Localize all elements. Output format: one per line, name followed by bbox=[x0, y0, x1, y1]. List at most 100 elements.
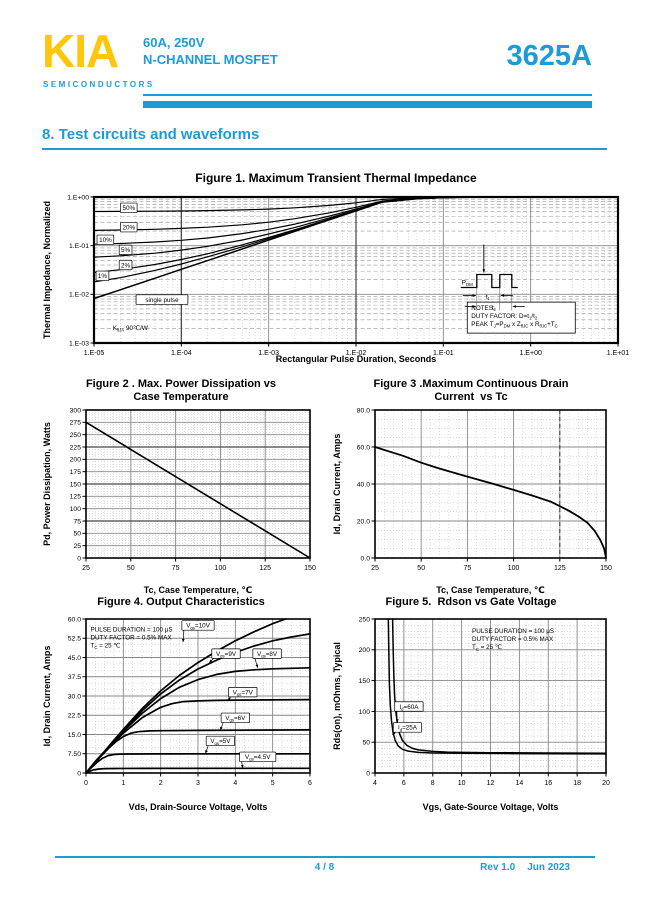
svg-text:125: 125 bbox=[259, 565, 271, 572]
header-thick-rule bbox=[143, 101, 592, 108]
svg-text:200: 200 bbox=[359, 647, 371, 654]
header-thin-rule bbox=[143, 94, 592, 96]
section-title: 8. Test circuits and waveforms bbox=[42, 126, 260, 143]
footer-revision: Rev 1.0 Jun 2023 bbox=[468, 862, 570, 873]
svg-text:Vgs=10V: Vgs=10V bbox=[186, 623, 210, 631]
svg-text:Id, Drain Current, Amps: Id, Drain Current, Amps bbox=[42, 646, 52, 747]
svg-text:75: 75 bbox=[172, 565, 180, 572]
svg-text:18: 18 bbox=[573, 780, 581, 787]
figure-3: Figure 3 .Maximum Continuous Drain Curre… bbox=[330, 378, 612, 598]
svg-text:50: 50 bbox=[73, 531, 81, 538]
svg-text:t2: t2 bbox=[492, 306, 497, 313]
svg-text:single pulse: single pulse bbox=[145, 297, 179, 304]
figure-1-title: Figure 1. Maximum Transient Thermal Impe… bbox=[195, 171, 477, 185]
svg-text:15.0: 15.0 bbox=[68, 732, 81, 739]
svg-text:25: 25 bbox=[73, 543, 81, 550]
svg-text:125: 125 bbox=[554, 565, 566, 572]
svg-text:Tc, Case Temperature, ℃: Tc, Case Temperature, ℃ bbox=[436, 585, 545, 595]
header-device-type: N-CHANNEL MOSFET bbox=[143, 52, 278, 67]
svg-text:40.0: 40.0 bbox=[357, 481, 370, 488]
figure-1: Figure 1. Maximum Transient Thermal Impe… bbox=[40, 172, 632, 367]
kia-logo: KIA bbox=[42, 25, 119, 77]
svg-text:1.E-05: 1.E-05 bbox=[84, 350, 105, 357]
svg-text:Vgs=5V: Vgs=5V bbox=[210, 738, 231, 746]
footer-page-number: 4 / 8 bbox=[314, 862, 335, 873]
svg-text:25: 25 bbox=[371, 565, 379, 572]
svg-text:PULSE DURATION = 100 μS: PULSE DURATION = 100 μS bbox=[90, 627, 172, 634]
footer-rev-label: Rev 1.0 bbox=[480, 862, 516, 873]
figure-5: Figure 5. Rdson vs Gate Voltage 4 6 8 10 12 1… bbox=[330, 596, 612, 815]
svg-text:Vgs=8V: Vgs=8V bbox=[257, 651, 278, 659]
svg-text:PDM: PDM bbox=[462, 280, 474, 288]
part-number: 3625A bbox=[506, 40, 592, 72]
svg-text:200: 200 bbox=[70, 457, 82, 464]
svg-text:1.E-02: 1.E-02 bbox=[69, 292, 89, 299]
svg-text:0: 0 bbox=[366, 770, 370, 777]
svg-text:Id=25A: Id=25A bbox=[398, 725, 418, 733]
svg-text:4: 4 bbox=[373, 780, 377, 787]
svg-text:Tc, Case Temperature, ℃: Tc, Case Temperature, ℃ bbox=[144, 585, 253, 595]
svg-text:30.0: 30.0 bbox=[68, 693, 81, 700]
figure-4: Figure 4. Output Characteristics 0 1 2 3 4 5 6… bbox=[40, 596, 322, 815]
svg-text:6: 6 bbox=[402, 780, 406, 787]
svg-text:50: 50 bbox=[362, 740, 370, 747]
svg-text:2: 2 bbox=[159, 780, 163, 787]
figure-3-chart: 25 50 75 100 125 150 0.0 20.0 40.0 60.0 80.0 Tc, Ca… bbox=[332, 407, 612, 595]
section-rule bbox=[42, 148, 607, 150]
svg-text:t1: t1 bbox=[486, 295, 491, 302]
figure-4-title: Figure 4. Output Characteristics bbox=[97, 596, 265, 608]
svg-text:150: 150 bbox=[304, 565, 316, 572]
svg-text:25: 25 bbox=[82, 565, 90, 572]
svg-text:Vgs=7V: Vgs=7V bbox=[233, 689, 254, 697]
svg-text:4: 4 bbox=[233, 780, 237, 787]
svg-text:DUTY FACTOR = 0.5% MAX: DUTY FACTOR = 0.5% MAX bbox=[90, 635, 172, 642]
svg-text:1.E-02: 1.E-02 bbox=[346, 350, 367, 357]
svg-text:Vds, Drain-Source Voltage, Vol: Vds, Drain-Source Voltage, Volts bbox=[129, 802, 268, 812]
svg-text:12: 12 bbox=[487, 780, 495, 787]
svg-text:50%: 50% bbox=[122, 205, 135, 212]
svg-text:52.5: 52.5 bbox=[68, 636, 81, 643]
svg-text:20.0: 20.0 bbox=[357, 518, 370, 525]
svg-text:37.5: 37.5 bbox=[68, 674, 81, 681]
figure-2-title-line1: Figure 2 . Max. Power Dissipation vs bbox=[85, 378, 277, 390]
svg-text:PULSE DURATION = 100 μS: PULSE DURATION = 100 μS bbox=[472, 628, 554, 635]
svg-text:14: 14 bbox=[515, 780, 523, 787]
footer-date: Jun 2023 bbox=[527, 862, 570, 873]
svg-text:60.0: 60.0 bbox=[357, 444, 370, 451]
svg-text:1.E-01: 1.E-01 bbox=[69, 243, 89, 250]
svg-text:3: 3 bbox=[196, 780, 200, 787]
svg-text:6: 6 bbox=[308, 780, 312, 787]
svg-text:20%: 20% bbox=[122, 224, 135, 231]
svg-text:1.E-03: 1.E-03 bbox=[69, 340, 89, 347]
svg-text:80.0: 80.0 bbox=[357, 407, 370, 414]
svg-text:Vgs, Gate-Source Voltage, Volt: Vgs, Gate-Source Voltage, Volts bbox=[423, 802, 559, 812]
svg-text:150: 150 bbox=[600, 565, 612, 572]
svg-text:10: 10 bbox=[458, 780, 466, 787]
svg-text:Rectangular Pulse Duration, Se: Rectangular Pulse Duration, Seconds bbox=[276, 354, 437, 364]
svg-text:Pd, Power Dissipation, Watts: Pd, Power Dissipation, Watts bbox=[42, 422, 52, 546]
svg-text:0: 0 bbox=[77, 770, 81, 777]
svg-text:DUTY FACTOR: D=t1/t2: DUTY FACTOR: D=t1/t2 bbox=[471, 313, 538, 321]
svg-text:100: 100 bbox=[508, 565, 520, 572]
figure-3-title-line2: Current vs Tc bbox=[434, 391, 508, 403]
svg-text:45.0: 45.0 bbox=[68, 655, 81, 662]
svg-text:Vgs=4.5V: Vgs=4.5V bbox=[245, 754, 271, 762]
header-device-summary: 60A, 250V N-CHANNEL MOSFET bbox=[143, 34, 278, 68]
svg-text:60.0: 60.0 bbox=[68, 616, 81, 623]
svg-text:2%: 2% bbox=[121, 262, 131, 269]
figure-2: Figure 2 . Max. Power Dissipation vs Cas… bbox=[40, 378, 322, 598]
svg-text:Id=60A: Id=60A bbox=[399, 704, 419, 712]
figure-2-chart: 25 50 75 100 125 1500255075100125150175200225… bbox=[42, 407, 316, 595]
figure-2-title-line2: Case Temperature bbox=[133, 391, 229, 403]
svg-text:8: 8 bbox=[431, 780, 435, 787]
svg-text:150: 150 bbox=[70, 481, 82, 488]
svg-text:0: 0 bbox=[84, 780, 88, 787]
svg-text:KθJA 90℃/W: KθJA 90℃/W bbox=[113, 325, 148, 333]
svg-text:100: 100 bbox=[359, 709, 371, 716]
svg-text:Vgs=9V: Vgs=9V bbox=[216, 651, 237, 659]
svg-text:1.E+00: 1.E+00 bbox=[67, 194, 89, 201]
figure-3-title-line1: Figure 3 .Maximum Continuous Drain bbox=[373, 378, 569, 390]
svg-text:75: 75 bbox=[464, 565, 472, 572]
svg-text:Thermal Impedance, Normalized: Thermal Impedance, Normalized bbox=[42, 201, 52, 339]
